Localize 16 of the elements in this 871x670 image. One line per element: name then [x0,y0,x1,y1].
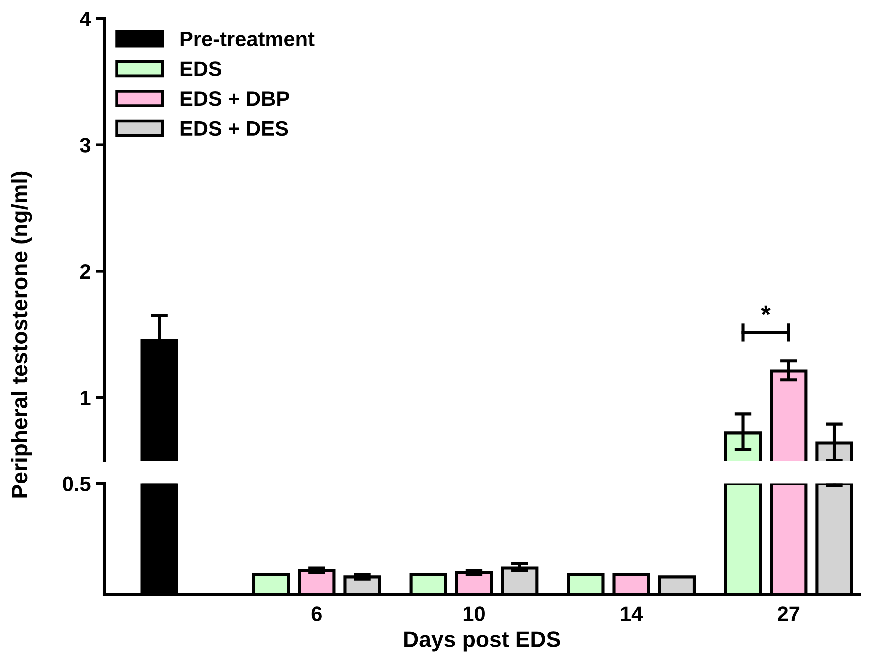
y-tick-label: 3 [80,138,91,153]
y-axis-title: Peripheral testosterone (ng/ml) [11,172,32,498]
x-tick-label: 27 [778,606,800,622]
y-tick-label: 1 [81,391,91,406]
y-tick-label: 2 [80,264,90,279]
y-tick-label: 0.5 [63,476,91,492]
x-axis-title: Days post EDS [404,632,560,652]
legend-label: EDS + DES [180,121,288,136]
x-tick-label: 14 [621,606,644,622]
annotation: * [761,306,771,316]
legend-label: EDS + DBP [180,91,290,106]
y-tick-label: 4 [80,12,92,26]
legend-label: Pre-treatment [180,32,315,47]
legend-label: EDS [180,62,222,76]
x-tick-label: 10 [464,606,485,622]
x-tick-label: 6 [312,606,322,622]
